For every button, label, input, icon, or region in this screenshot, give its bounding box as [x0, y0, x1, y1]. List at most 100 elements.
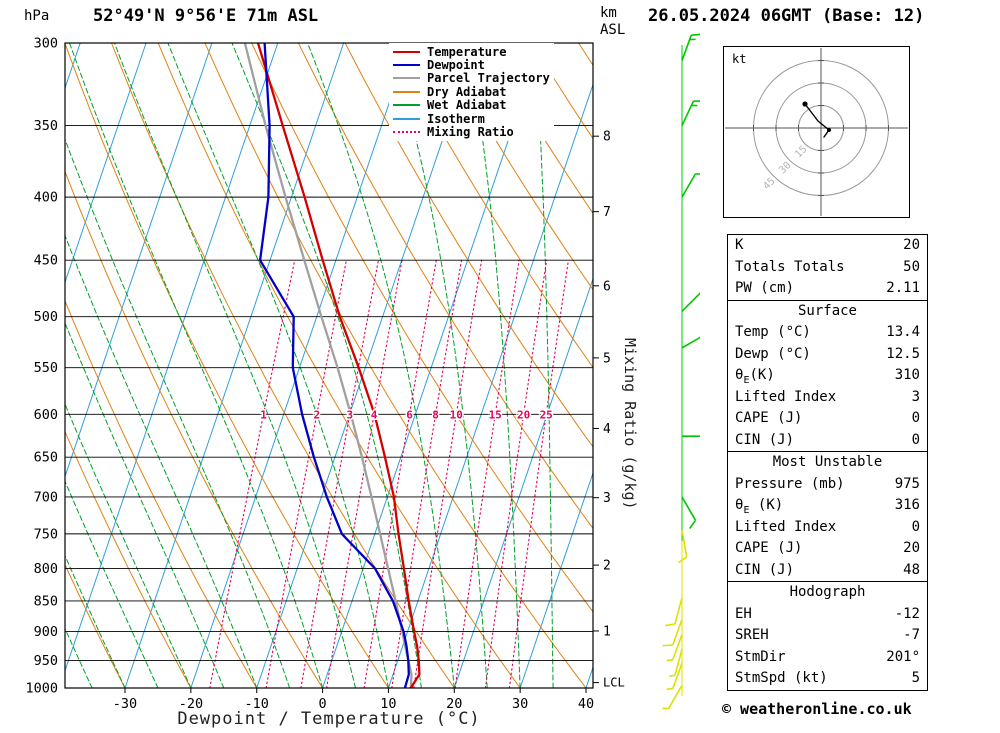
wind-barb — [662, 684, 683, 710]
legend-line-sample — [393, 50, 420, 53]
stats-row-dewp-c: Dewp (°C) 12.5 — [728, 344, 927, 366]
chart-legend: Temperature Dewpoint Parcel Trajectory Dry … — [389, 43, 554, 141]
stats-row-pressure-mb: Pressure (mb) 975 — [728, 474, 927, 496]
pressure-tick-label: 800 — [34, 561, 58, 577]
pressure-tick-label: 550 — [34, 360, 58, 376]
wind-barb — [668, 648, 683, 678]
legend-line-sample — [393, 90, 420, 93]
km-tick-label: 1 — [603, 625, 611, 640]
mixing-ratio-value-label: 20 — [517, 408, 530, 421]
footer-credit: © weatheronline.co.uk — [722, 700, 912, 718]
lcl-label: LCL — [603, 676, 625, 690]
stats-row-cin-j: CIN (J) 48 — [728, 560, 927, 582]
stat-label: CIN (J) — [735, 431, 795, 448]
stat-value: 50 — [903, 258, 920, 275]
pressure-tick-label: 650 — [34, 450, 58, 466]
stat-label: Temp (°C) — [735, 324, 811, 340]
stat-value: 316 — [894, 497, 920, 513]
legend-item-label: Isotherm — [427, 111, 485, 126]
mixing-ratio-value-label: 15 — [489, 408, 502, 421]
stat-label: EH — [735, 605, 752, 622]
stats-row-lifted-index: Lifted Index 3 — [728, 387, 927, 409]
legend-item-temperature: Temperature — [393, 44, 550, 59]
stats-table: K 20 Totals Totals 50 PW (cm) 2.11 Surface Temp… — [727, 234, 928, 691]
stat-label: θE(K) — [735, 367, 775, 386]
stat-label: StmSpd (kt) — [735, 670, 828, 686]
stats-row-k: K 20 — [728, 235, 927, 257]
stats-row-temp-c: Temp (°C) 13.4 — [728, 322, 927, 344]
legend-line-sample — [393, 77, 420, 80]
pressure-tick-label: 400 — [34, 190, 58, 206]
temperature-tick-label: 20 — [446, 696, 462, 712]
stats-section-header: Surface — [797, 302, 857, 319]
stat-label: StmDir — [735, 648, 786, 665]
stat-value: 20 — [903, 237, 920, 253]
stat-label: θE (K) — [735, 497, 784, 516]
mixing-ratio-value-label: 6 — [406, 408, 413, 421]
legend-line-sample — [393, 131, 420, 134]
wind-barb — [666, 663, 683, 691]
pressure-axis-unit: hPa — [24, 8, 50, 24]
stats-row-cape-j: CAPE (J) 20 — [728, 538, 927, 560]
legend-item-label: Wet Adiabat — [427, 98, 507, 113]
stats-row-totals-totals: Totals Totals 50 — [728, 257, 927, 279]
hodograph-trace-start-dot — [802, 101, 808, 107]
pressure-tick-label: 1000 — [25, 681, 58, 697]
wind-barb — [666, 634, 683, 662]
mixing-ratio-value-label: 8 — [432, 408, 439, 421]
stats-section-most-unstable: Most Unstable Pressure (mb) 975 θE (K) 316 Li… — [728, 451, 927, 581]
pressure-tick-label: 950 — [34, 653, 58, 669]
stats-row-cin-j: CIN (J) 0 — [728, 430, 927, 452]
stat-label: CAPE (J) — [735, 540, 803, 556]
stat-value: 20 — [903, 540, 920, 556]
hodograph-trace-dot — [827, 128, 831, 132]
wind-barb — [682, 435, 700, 438]
km-tick-label: 6 — [603, 279, 611, 294]
stat-value: 12.5 — [886, 345, 920, 362]
legend-item-label: Temperature — [427, 44, 507, 59]
stat-value: 310 — [894, 367, 920, 383]
legend-item-label: Mixing Ratio — [427, 125, 514, 140]
stats-section-header: Hodograph — [789, 584, 866, 600]
stats-row-lifted-index: Lifted Index 0 — [728, 517, 927, 539]
wind-barb — [681, 172, 700, 198]
wind-barb — [681, 292, 700, 312]
altitude-axis-unit: km ASL — [600, 5, 625, 39]
pressure-tick-label: 700 — [34, 489, 58, 505]
stat-value: 975 — [894, 475, 920, 492]
page-title: 52°49'N 9°56'E 71m ASL — [93, 6, 319, 26]
stats-section-header: Most Unstable — [772, 454, 883, 470]
stats-section-surface: Surface Temp (°C) 13.4 Dewp (°C) 12.5 θE(K) 31… — [728, 299, 927, 452]
legend-item-dewpoint: Dewpoint — [393, 58, 550, 73]
pressure-tick-label: 600 — [34, 407, 58, 423]
stats-section-hodograph: Hodograph EH -12 SREH -7 StmDir 201° StmSpd (kt… — [728, 581, 927, 690]
stat-label: CIN (J) — [735, 561, 795, 578]
temperature-tick-label: -20 — [179, 696, 203, 712]
legend-line-sample — [393, 117, 420, 120]
stat-value: 48 — [903, 561, 920, 578]
wind-barb — [665, 597, 683, 627]
km-tick-label: 4 — [603, 422, 611, 437]
stat-value: 0 — [911, 518, 920, 535]
wind-barb — [681, 496, 697, 529]
temperature-tick-label: 0 — [319, 696, 327, 712]
pressure-tick-label: 450 — [34, 253, 58, 269]
stat-label: Pressure (mb) — [735, 475, 845, 492]
wind-barb — [678, 530, 688, 564]
temperature-curve — [256, 43, 421, 688]
stats-row-pw-cm: PW (cm) 2.11 — [728, 278, 927, 300]
skewt-chart: 1 2 3 4 6 8 10 15 20 2530035040045050055060065070… — [25, 33, 700, 712]
legend-item-label: Dewpoint — [427, 58, 485, 73]
pressure-tick-label: 850 — [34, 593, 58, 609]
hodograph-border — [723, 46, 910, 218]
pressure-tick-label: 900 — [34, 624, 58, 640]
legend-item-mixing-ratio: Mixing Ratio — [393, 125, 550, 140]
stats-row-eh: EH -12 — [728, 604, 927, 626]
mixing-ratio-value-label: 4 — [371, 408, 378, 421]
km-tick-label: 7 — [603, 205, 611, 220]
stat-value: 0 — [911, 410, 920, 426]
x-axis-title: Dewpoint / Temperature (°C) — [177, 709, 481, 729]
temperature-tick-label: -30 — [113, 696, 137, 712]
altitude-unit-asl: ASL — [600, 22, 626, 38]
stat-label: Dewp (°C) — [735, 345, 811, 362]
